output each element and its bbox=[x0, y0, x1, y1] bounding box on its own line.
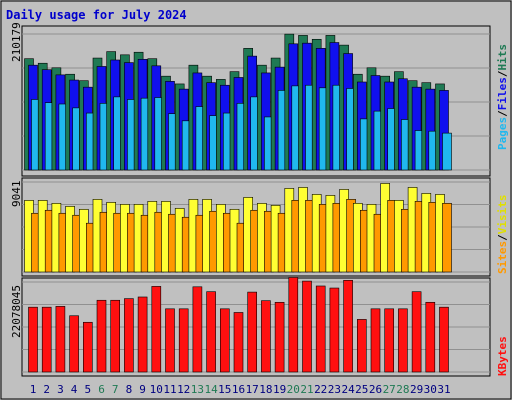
panel-bottom-bars bbox=[28, 277, 449, 373]
bar-kbytes-day-24 bbox=[343, 279, 353, 373]
x-axis-labels: 1 2 3 4 5 6 7 8 9 10 11 12 13 14 15 16 17 18 19 20 21 22 23 24 2… bbox=[30, 383, 451, 396]
bar-kbytes-day-26 bbox=[370, 308, 381, 373]
x-tick-label-27: 27 bbox=[383, 383, 396, 396]
bar-kbytes-day-13 bbox=[192, 286, 203, 373]
panel-middle-max-label: 9041 bbox=[10, 181, 23, 208]
panel-top-max-label: 210179 bbox=[10, 22, 23, 62]
x-tick-label-20: 20 bbox=[287, 383, 300, 396]
legend-sep-3: / bbox=[496, 234, 509, 241]
bar-kbytes-day-22 bbox=[315, 285, 326, 373]
bar-kbytes-day-7 bbox=[110, 299, 120, 373]
x-tick-label-16: 16 bbox=[232, 383, 245, 396]
legend-sep-1: / bbox=[496, 110, 509, 117]
bar-kbytes-day-6 bbox=[96, 299, 107, 373]
bar-kbytes-day-17 bbox=[247, 291, 257, 373]
x-tick-label-24: 24 bbox=[341, 383, 355, 396]
x-tick-label-10: 10 bbox=[150, 383, 163, 396]
bar-kbytes-day-31 bbox=[439, 306, 449, 373]
panel-middle: 9041 Sites/Visits bbox=[10, 177, 509, 277]
bar-kbytes-day-29 bbox=[411, 291, 422, 373]
legend-visits: Visits bbox=[496, 195, 509, 235]
legend-hits: Hits bbox=[496, 44, 509, 71]
bar-kbytes-day-5 bbox=[83, 321, 93, 373]
bar-pages-day-31 bbox=[442, 132, 452, 171]
x-tick-label-1: 1 bbox=[30, 383, 37, 396]
bar-kbytes-day-20 bbox=[288, 277, 299, 373]
panel-middle-legend: Sites/Visits bbox=[496, 195, 509, 275]
x-tick-label-31: 31 bbox=[437, 383, 450, 396]
x-tick-label-22: 22 bbox=[314, 383, 327, 396]
legend-pages: Pages bbox=[496, 117, 509, 150]
x-tick-label-14: 14 bbox=[204, 383, 218, 396]
x-tick-label-17: 17 bbox=[246, 383, 259, 396]
x-tick-label-5: 5 bbox=[84, 383, 91, 396]
panel-bottom-max-label: 22078045 bbox=[10, 285, 23, 338]
bar-kbytes-day-14 bbox=[206, 291, 216, 373]
legend-files: Files bbox=[496, 77, 509, 110]
bar-kbytes-day-4 bbox=[69, 315, 79, 373]
x-tick-label-11: 11 bbox=[163, 383, 176, 396]
legend-sites: Sites bbox=[496, 241, 509, 274]
bar-kbytes-day-28 bbox=[398, 308, 408, 373]
panel-middle-bars bbox=[24, 183, 452, 273]
panel-top: 210179 Pages/Files/Hits bbox=[10, 22, 509, 177]
legend-sep-2: / bbox=[496, 70, 509, 77]
bar-kbytes-day-19 bbox=[274, 301, 285, 373]
x-tick-label-30: 30 bbox=[424, 383, 437, 396]
x-tick-label-12: 12 bbox=[177, 383, 190, 396]
x-tick-label-7: 7 bbox=[112, 383, 119, 396]
bar-kbytes-day-3 bbox=[55, 306, 66, 373]
bar-sites-day-31 bbox=[442, 203, 452, 273]
x-tick-label-23: 23 bbox=[328, 383, 341, 396]
x-tick-label-4: 4 bbox=[71, 383, 78, 396]
x-tick-label-28: 28 bbox=[396, 383, 409, 396]
x-tick-label-13: 13 bbox=[191, 383, 204, 396]
legend-kbytes: KBytes bbox=[496, 336, 509, 376]
bar-kbytes-day-27 bbox=[384, 308, 395, 373]
panel-top-bars bbox=[24, 33, 452, 171]
panel-top-legend: Pages/Files/Hits bbox=[496, 44, 509, 150]
panel-bottom: 22078045 KBytes bbox=[10, 277, 509, 377]
bar-kbytes-day-30 bbox=[425, 301, 436, 373]
bar-kbytes-day-21 bbox=[302, 280, 312, 373]
bar-kbytes-day-25 bbox=[356, 319, 367, 373]
bar-kbytes-day-16 bbox=[233, 312, 244, 373]
x-tick-label-29: 29 bbox=[410, 383, 423, 396]
x-tick-label-19: 19 bbox=[273, 383, 286, 396]
x-tick-label-25: 25 bbox=[355, 383, 368, 396]
x-tick-label-8: 8 bbox=[126, 383, 133, 396]
x-tick-label-9: 9 bbox=[139, 383, 146, 396]
bar-kbytes-day-1 bbox=[28, 306, 38, 373]
chart-title: Daily usage for July 2024 bbox=[6, 8, 187, 22]
x-tick-label-21: 21 bbox=[300, 383, 313, 396]
panel-bottom-legend: KBytes bbox=[496, 336, 509, 376]
x-tick-label-18: 18 bbox=[259, 383, 272, 396]
bar-kbytes-day-10 bbox=[151, 286, 162, 373]
bar-kbytes-day-11 bbox=[165, 308, 175, 373]
bar-kbytes-day-23 bbox=[329, 287, 340, 373]
bar-kbytes-day-12 bbox=[178, 308, 189, 373]
x-tick-label-26: 26 bbox=[369, 383, 382, 396]
bar-kbytes-day-2 bbox=[41, 306, 52, 373]
bar-kbytes-day-18 bbox=[261, 300, 271, 373]
bar-kbytes-day-8 bbox=[124, 298, 134, 373]
bar-kbytes-day-9 bbox=[137, 296, 148, 373]
x-tick-label-2: 2 bbox=[43, 383, 50, 396]
bar-kbytes-day-15 bbox=[220, 308, 230, 373]
x-tick-label-6: 6 bbox=[98, 383, 105, 396]
x-tick-label-15: 15 bbox=[218, 383, 231, 396]
x-tick-label-3: 3 bbox=[57, 383, 64, 396]
